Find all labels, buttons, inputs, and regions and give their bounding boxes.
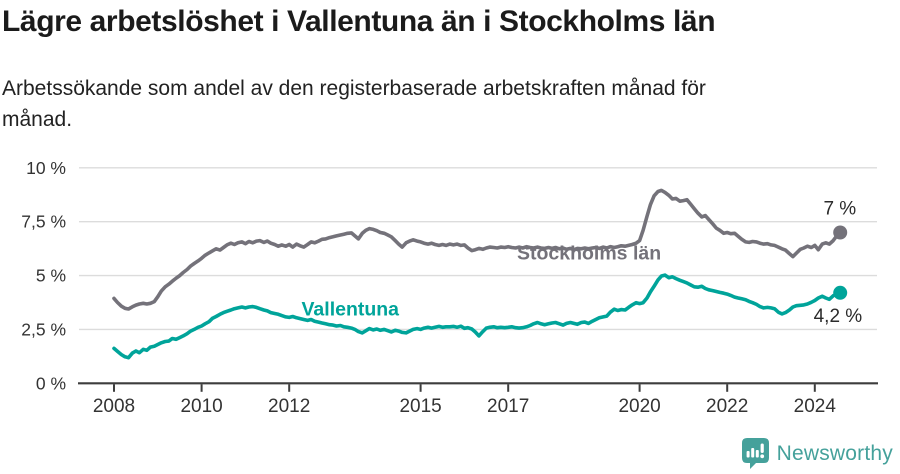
x-axis-tick-label: 2012 (268, 396, 310, 417)
x-axis-tick-label: 2015 (399, 396, 441, 417)
chart-subtitle-line-2: månad. (2, 108, 73, 131)
series-end-value-label-vallentuna: 4,2 % (814, 306, 863, 327)
series-label-vallentuna: Vallentuna (302, 298, 400, 320)
series-line-stockholm (112, 188, 842, 311)
x-axis-tick-label: 2022 (706, 396, 748, 417)
x-axis-tick-label: 2008 (93, 396, 135, 417)
series-end-value-label-stockholm: 7 % (823, 199, 856, 220)
x-axis-tick-label: 2010 (180, 396, 222, 417)
chart-title: Lägre arbetslöshet i Vallentuna än i Sto… (2, 5, 716, 38)
y-axis-tick-label: 10 % (26, 158, 66, 178)
x-axis-tick-label: 2024 (794, 396, 837, 417)
newsworthy-logo-text: Newsworthy (776, 441, 893, 465)
newsworthy-logo-icon (741, 438, 769, 469)
y-axis-tick-label: 2,5 % (21, 319, 66, 339)
series-end-dot-vallentuna (833, 285, 848, 300)
series-line-vallentuna (112, 273, 842, 360)
y-axis-tick-label: 7,5 % (21, 212, 66, 232)
y-axis-tick-label: 0 % (36, 373, 66, 393)
x-axis-tick-label: 2017 (487, 396, 529, 417)
chart-subtitle-line-1: Arbetssökande som andel av den registerb… (2, 77, 706, 100)
y-axis-tick-label: 5 % (36, 266, 66, 286)
series-label-stockholm: Stockholms län (517, 242, 661, 264)
x-axis-tick-label: 2020 (618, 396, 660, 417)
chart-subtitle: Arbetssökande som andel av den registerb… (2, 73, 852, 135)
series-end-dot-stockholm (833, 225, 848, 240)
newsworthy-branding: Newsworthy (741, 438, 893, 469)
